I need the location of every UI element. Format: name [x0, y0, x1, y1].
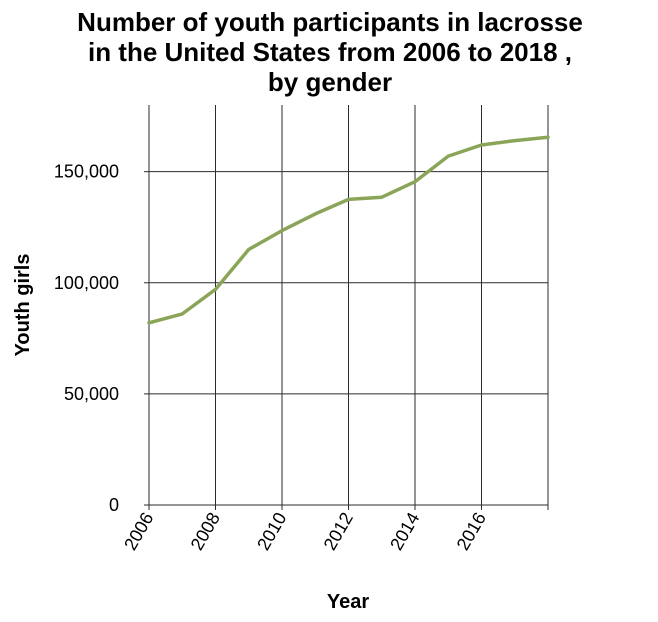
y-tick-label-0: 0	[109, 495, 119, 515]
x-tick-label-2008: 2008	[187, 509, 224, 554]
grid-layer	[148, 105, 549, 505]
y-tick-label-150000: 150,000	[54, 162, 119, 182]
x-tick-label-2006: 2006	[120, 509, 157, 554]
chart-title-line-1: Number of youth participants in lacrosse	[77, 7, 583, 37]
chart-title: Number of youth participants in lacrosse…	[77, 7, 583, 97]
series-layer	[147, 135, 550, 325]
chart-title-line-3: by gender	[268, 67, 392, 97]
x-axis-label: Year	[327, 591, 369, 613]
x-tick-label-2010: 2010	[253, 509, 290, 554]
y-axis-label: Youth girls	[12, 254, 34, 357]
axes-layer	[144, 171, 549, 510]
x-tick-label-2014: 2014	[386, 509, 423, 554]
y-tick-label-50000: 50,000	[64, 384, 119, 404]
x-tick-label-2016: 2016	[453, 509, 490, 554]
chart-title-line-2: in the United States from 2006 to 2018 ,	[88, 37, 572, 67]
x-tick-label-2012: 2012	[320, 509, 357, 554]
y-tick-label-100000: 100,000	[54, 273, 119, 293]
tick-labels: 0 50,000 100,000 150,000 2006 2008 2010 2012 201…	[54, 162, 490, 554]
